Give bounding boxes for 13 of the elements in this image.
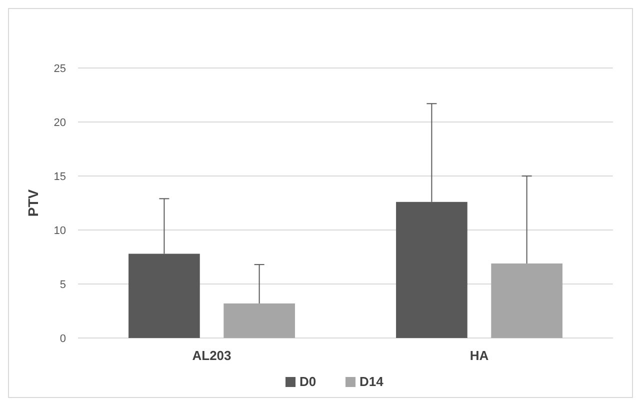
y-tick-label: 20 <box>54 116 66 129</box>
y-tick-label: 15 <box>54 170 66 183</box>
bar <box>491 263 562 338</box>
y-tick-label: 5 <box>60 278 66 291</box>
y-axis-title: PTV <box>25 188 41 217</box>
y-tick-label: 25 <box>54 62 66 75</box>
y-tick-label: 10 <box>54 224 66 237</box>
bar <box>224 303 295 338</box>
x-tick-label: AL203 <box>192 348 232 363</box>
y-tick-label: 0 <box>60 332 66 345</box>
x-tick-label: HA <box>470 348 490 363</box>
legend-label: D14 <box>360 374 384 389</box>
legend-label: D0 <box>300 374 316 389</box>
